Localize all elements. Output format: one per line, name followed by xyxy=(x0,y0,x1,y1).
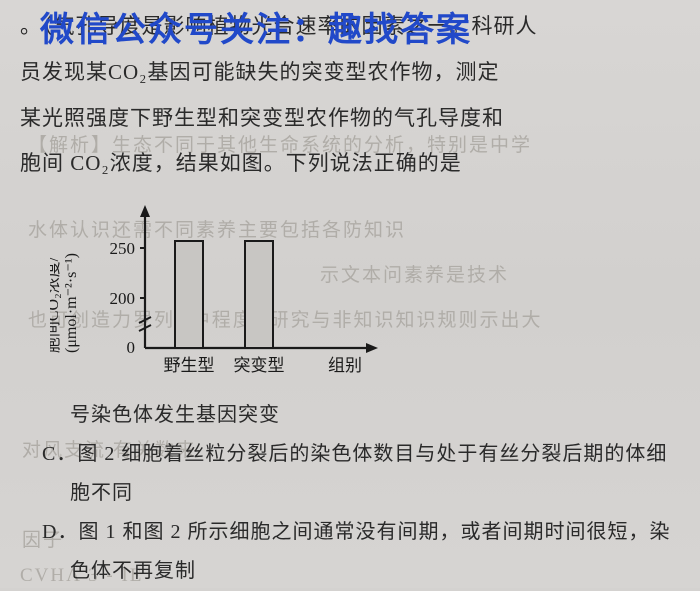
intro-line-2: 员发现某CO₂基因可能缺失的突变型农作物，测定 xyxy=(20,54,680,92)
x-axis-arrow xyxy=(366,343,378,353)
intro-line-4: 胞间 CO₂浓度，结果如图。下列说法正确的是 xyxy=(20,145,680,183)
ytick-250: 250 xyxy=(110,239,136,258)
bar-chart: 胞间CO₂浓度/ (μmol·m⁻²·s⁻¹) 200 250 0 野生型 突变… xyxy=(50,193,680,388)
cat-mutant: 突变型 xyxy=(234,356,285,375)
chart-svg: 胞间CO₂浓度/ (μmol·m⁻²·s⁻¹) 200 250 0 野生型 突变… xyxy=(50,193,420,388)
watermark-text: 微信公众号关注：趣找答案 xyxy=(40,2,472,51)
option-partial-line: 号染色体发生基因突变 xyxy=(20,396,680,435)
bar-mutant xyxy=(245,241,273,348)
cat-wild: 野生型 xyxy=(164,356,215,375)
bar-wild-type xyxy=(175,241,203,348)
y-axis-arrow xyxy=(140,205,150,217)
x-axis-label: 组别 xyxy=(328,356,362,375)
option-c: C．图 2 细胞着丝粒分裂后的染色体数目与处于有丝分裂后期的体细胞不同 xyxy=(20,435,680,513)
ytick-200: 200 xyxy=(110,289,136,308)
ytick-0: 0 xyxy=(127,338,136,357)
option-d: D．图 1 和图 2 所示细胞之间通常没有间期，或者间期时间很短，染色体不再复制 xyxy=(20,513,680,591)
y-axis-label: 胞间CO₂浓度/ (μmol·m⁻²·s⁻¹) xyxy=(50,253,80,353)
intro-line-3: 某光照强度下野生型和突变型农作物的气孔导度和 xyxy=(20,100,680,138)
